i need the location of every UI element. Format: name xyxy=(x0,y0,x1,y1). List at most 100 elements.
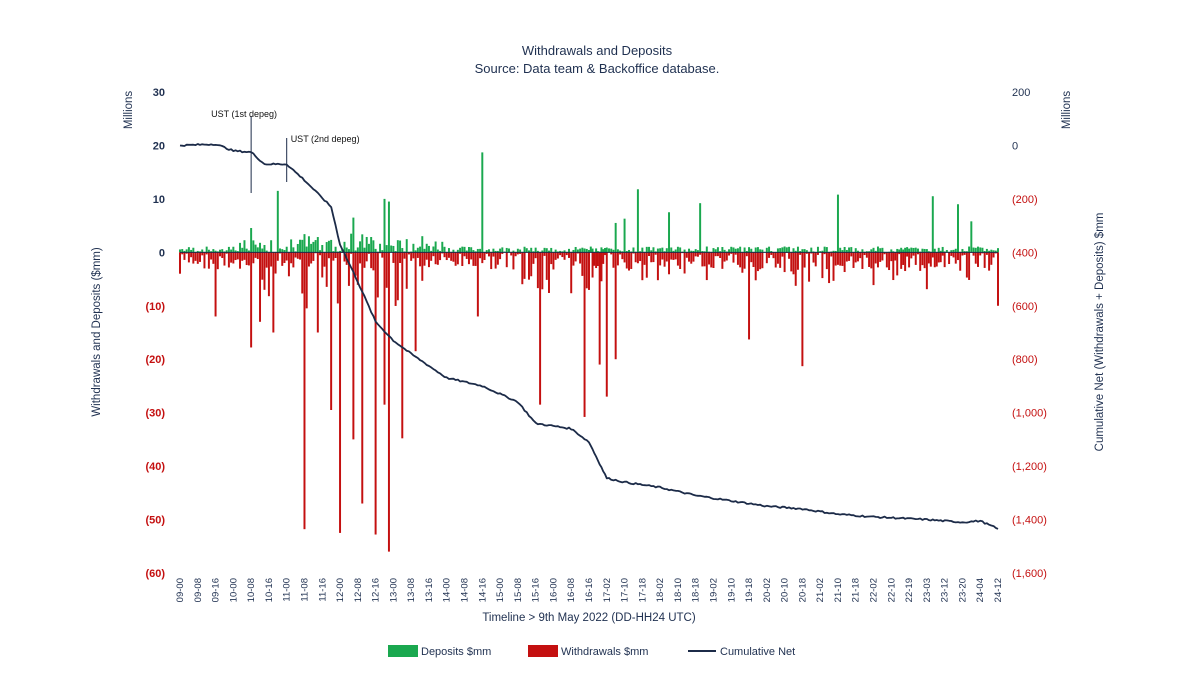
deposit-bar xyxy=(487,249,490,253)
deposit-bar xyxy=(256,247,259,253)
deposit-bar xyxy=(683,249,686,253)
deposit-bar xyxy=(957,204,959,253)
withdrawal-bar xyxy=(459,252,462,254)
withdrawal-bar xyxy=(383,252,386,405)
deposit-bar xyxy=(732,247,735,253)
withdrawal-bar xyxy=(347,252,350,286)
x-tick-label: 18-10 xyxy=(673,578,684,602)
legend-swatch-withdrawals xyxy=(528,645,558,657)
withdrawal-bar xyxy=(534,252,537,259)
withdrawal-bar xyxy=(467,252,470,265)
deposit-bar xyxy=(728,249,731,253)
deposit-bar xyxy=(850,247,853,253)
deposit-bar xyxy=(977,246,979,253)
deposit-bar xyxy=(974,247,977,253)
withdrawal-bar xyxy=(761,252,764,269)
deposit-bar xyxy=(954,248,957,253)
withdrawal-bar xyxy=(696,252,699,257)
withdrawal-bar xyxy=(559,252,562,256)
deposit-bar xyxy=(674,249,677,253)
deposit-bar xyxy=(414,250,417,253)
withdrawal-bar xyxy=(247,252,250,266)
withdrawal-bar xyxy=(265,252,268,268)
withdrawal-bar xyxy=(843,252,846,273)
withdrawal-bar xyxy=(270,252,273,267)
withdrawal-bar xyxy=(834,252,837,266)
withdrawal-bar xyxy=(959,252,962,271)
deposit-bar xyxy=(285,246,288,253)
deposit-bar xyxy=(961,248,964,253)
deposit-bar xyxy=(263,244,266,253)
deposit-bar xyxy=(181,249,184,253)
withdrawal-bar xyxy=(692,252,695,262)
withdrawal-bar xyxy=(334,252,337,258)
withdrawal-bar xyxy=(641,252,644,281)
withdrawal-bar xyxy=(703,252,706,267)
withdrawal-bar xyxy=(214,252,217,317)
withdrawal-bar xyxy=(252,252,255,264)
withdrawal-bar xyxy=(550,252,553,265)
deposit-bar xyxy=(292,247,295,253)
withdrawal-bar xyxy=(933,252,936,268)
deposit-bar xyxy=(254,244,257,253)
deposit-bar xyxy=(419,246,422,253)
deposit-bar xyxy=(532,251,535,253)
deposit-bar xyxy=(819,251,822,253)
withdrawal-bar xyxy=(725,252,728,261)
withdrawal-bar xyxy=(492,252,495,257)
withdrawal-bar xyxy=(301,252,304,294)
x-tick-label: 12-08 xyxy=(353,578,364,602)
withdrawal-bar xyxy=(972,252,975,256)
withdrawal-bar xyxy=(898,252,901,255)
deposit-bar xyxy=(332,251,335,253)
x-tick-label: 09-16 xyxy=(211,578,222,602)
deposit-bar xyxy=(825,247,828,253)
withdrawal-bar xyxy=(539,252,542,405)
withdrawal-bar xyxy=(227,252,230,268)
withdrawal-bar xyxy=(399,252,402,264)
y-tick-right-label: (400) xyxy=(1012,247,1038,259)
withdrawal-bar xyxy=(602,252,605,264)
x-tick-label: 16-16 xyxy=(584,578,595,602)
deposit-bar xyxy=(736,248,739,253)
withdrawal-bar xyxy=(816,252,819,255)
withdrawal-bar xyxy=(367,252,370,254)
withdrawal-bar xyxy=(792,252,795,275)
x-tick-label: 20-10 xyxy=(780,578,791,602)
withdrawal-bar xyxy=(216,252,219,270)
y-tick-left-label: 10 xyxy=(153,194,165,206)
withdrawal-bar xyxy=(888,252,891,271)
withdrawal-bar xyxy=(621,252,624,260)
deposit-bar xyxy=(519,249,522,253)
x-tick-label: 20-18 xyxy=(797,578,808,602)
x-tick-label: 14-08 xyxy=(460,578,471,602)
deposit-bar xyxy=(688,248,691,253)
deposit-bar xyxy=(972,247,975,253)
deposit-bar xyxy=(370,237,373,253)
withdrawal-bar xyxy=(414,252,417,352)
deposit-bar xyxy=(243,240,246,253)
deposit-bar xyxy=(432,246,435,253)
deposit-bar xyxy=(876,246,879,253)
withdrawal-bar xyxy=(892,252,895,281)
deposit-bar xyxy=(425,243,428,253)
deposit-bar xyxy=(994,250,997,253)
deposit-bar xyxy=(856,250,859,253)
withdrawal-bar xyxy=(745,252,748,257)
withdrawal-bar xyxy=(596,252,599,267)
deposit-bar xyxy=(352,217,355,253)
deposit-bar xyxy=(461,246,464,253)
deposit-bar xyxy=(476,248,479,253)
deposit-bar xyxy=(576,249,579,253)
withdrawal-bar xyxy=(750,252,753,263)
deposit-bar xyxy=(527,250,530,253)
deposit-bar xyxy=(743,247,746,253)
y-tick-left-label: (30) xyxy=(145,408,165,420)
deposit-bar xyxy=(665,248,668,253)
deposit-bar xyxy=(350,233,353,253)
withdrawal-bar xyxy=(805,252,808,254)
deposit-bar xyxy=(796,246,799,253)
withdrawal-bar xyxy=(990,252,993,265)
withdrawal-bar xyxy=(808,252,811,282)
withdrawal-bar xyxy=(452,252,455,262)
